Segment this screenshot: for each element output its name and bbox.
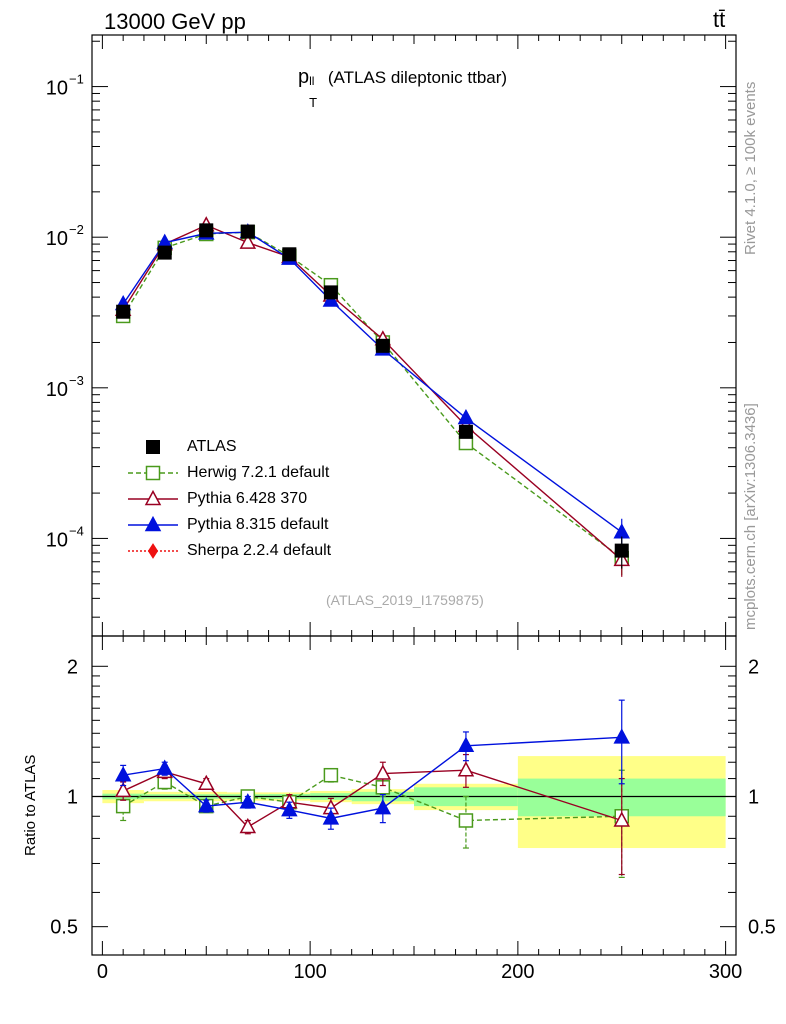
y-tick-exponent-2: −3 bbox=[69, 373, 84, 388]
ratio-point-pythia8-0 bbox=[114, 766, 132, 782]
x-tick-label-3: 300 bbox=[709, 961, 742, 983]
ratio-point-pythia6-7 bbox=[457, 761, 475, 777]
series-line-herwig bbox=[122, 231, 623, 559]
y-tick-label-0: 10 bbox=[46, 78, 68, 100]
plot-title-superscript: ll bbox=[309, 74, 315, 88]
mcplots-label: mcplots.cern.ch [arXiv:1306.3436] bbox=[742, 403, 759, 630]
data-point-0 bbox=[116, 304, 131, 319]
ratio-point-herwig-5 bbox=[323, 767, 339, 783]
analysis-id: (ATLAS_2019_I1759875) bbox=[326, 592, 484, 608]
data-point-5 bbox=[323, 285, 338, 300]
legend-marker-data bbox=[146, 440, 160, 454]
ratio-point-pythia6-0 bbox=[114, 781, 132, 798]
ratio-tick-label-left-1: 1 bbox=[67, 786, 78, 808]
plot-title-rest: (ATLAS dileptonic ttbar) bbox=[323, 68, 508, 87]
y-tick-exponent-3: −4 bbox=[69, 523, 84, 538]
data-point-4 bbox=[282, 247, 297, 262]
ratio-tick-label-right-0: 2 bbox=[748, 656, 759, 678]
legend-marker-herwig bbox=[145, 465, 161, 481]
data-point-6 bbox=[375, 338, 390, 353]
series-line-pythia6 bbox=[122, 224, 623, 561]
ratio-point-pythia8-3 bbox=[239, 793, 257, 809]
series-point-pythia8-5 bbox=[322, 291, 340, 307]
data-point-2 bbox=[199, 223, 214, 238]
ratio-point-pythia6-2 bbox=[198, 774, 215, 791]
plot-title-symbol: p bbox=[298, 66, 310, 88]
ratio-y-axis-label: Ratio to ATLAS bbox=[22, 754, 39, 856]
y-tick-label-2: 10 bbox=[46, 379, 68, 401]
data-point-8 bbox=[614, 543, 629, 558]
ratio-tick-label-left-0: 2 bbox=[67, 656, 78, 678]
x-tick-label-2: 200 bbox=[501, 961, 534, 983]
ratio-tick-label-right-1: 1 bbox=[748, 786, 759, 808]
series-point-pythia8-8 bbox=[613, 523, 630, 539]
legend-label-pythia8: Pythia 8.315 default bbox=[187, 516, 329, 533]
series-line-pythia8 bbox=[122, 231, 623, 533]
ratio-point-pythia6-6 bbox=[374, 764, 392, 780]
energy-label: 13000 GeV pp bbox=[104, 9, 246, 34]
ratio-point-pythia6-8 bbox=[613, 811, 630, 827]
ratio-point-herwig-7 bbox=[458, 813, 474, 828]
plot-title-subscript: T bbox=[309, 95, 318, 110]
legend-marker-sherpa bbox=[147, 543, 159, 559]
ratio-point-pythia6-3 bbox=[239, 817, 257, 834]
process-label: tt̄ bbox=[713, 7, 726, 32]
ratio-point-pythia8-8 bbox=[613, 728, 630, 744]
rivet-label: Rivet 4.1.0, ≥ 100k events bbox=[742, 81, 759, 255]
y-tick-exponent-1: −2 bbox=[69, 222, 84, 237]
plot-title: p ll T (ATLAS dileptonic ttbar) bbox=[298, 66, 508, 110]
legend-label-pythia6: Pythia 6.428 370 bbox=[187, 490, 308, 507]
legend-marker-pythia6 bbox=[144, 489, 162, 506]
data-point-7 bbox=[458, 424, 473, 439]
data-point-3 bbox=[240, 224, 255, 239]
y-tick-exponent-0: −1 bbox=[69, 72, 84, 87]
series-point-pythia6-3 bbox=[239, 233, 257, 249]
ratio-point-pythia8-6 bbox=[374, 799, 392, 815]
ratio-point-pythia8-1 bbox=[156, 759, 173, 775]
legend-label-data: ATLAS bbox=[187, 438, 237, 455]
y-tick-label-1: 10 bbox=[46, 228, 68, 250]
ratio-point-pythia8-2 bbox=[198, 797, 215, 813]
legend-label-herwig: Herwig 7.2.1 default bbox=[187, 464, 330, 481]
legend-label-sherpa: Sherpa 2.2.4 default bbox=[187, 542, 332, 559]
ratio-point-pythia8-5 bbox=[322, 809, 340, 825]
ratio-tick-label-left-2: 0.5 bbox=[50, 917, 78, 939]
ratio-point-pythia8-4 bbox=[281, 801, 298, 817]
ratio-point-herwig-0 bbox=[115, 798, 131, 814]
ratio-point-pythia8-7 bbox=[457, 736, 475, 753]
series-point-pythia8-7 bbox=[457, 408, 475, 425]
x-tick-label-0: 0 bbox=[97, 961, 108, 983]
x-tick-label-1: 100 bbox=[293, 961, 326, 983]
ratio-tick-label-right-2: 0.5 bbox=[748, 917, 776, 939]
y-tick-label-3: 10 bbox=[46, 529, 68, 551]
legend-marker-pythia8 bbox=[144, 515, 162, 532]
data-point-1 bbox=[157, 245, 172, 260]
